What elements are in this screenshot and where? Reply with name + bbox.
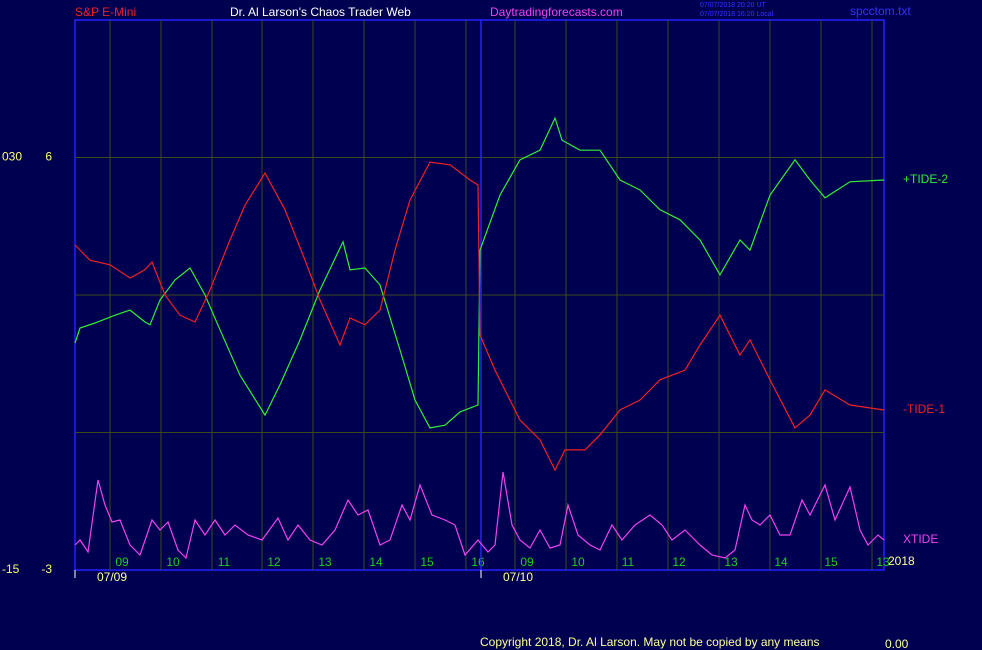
x-tick-label: 11	[218, 555, 231, 569]
x-tick-label: 10	[166, 555, 180, 569]
x-tick-label: 14	[774, 555, 788, 569]
y-tick-label: -3	[41, 562, 52, 576]
footer-value: 0.00	[885, 637, 909, 650]
x-tick-label: 09	[520, 555, 534, 569]
y2-tick-label: 030	[2, 150, 22, 164]
x-tick-label: 09	[115, 555, 129, 569]
x-tick-label: 13	[724, 555, 738, 569]
site: Daytradingforecasts.com	[490, 5, 623, 19]
y2-tick-label: -15	[2, 562, 20, 576]
x-tick-label: 12	[267, 555, 281, 569]
x-tick-label: 14	[369, 555, 383, 569]
date-label: 07/10	[503, 570, 533, 584]
copyright: Copyright 2018, Dr. Al Larson. May not b…	[480, 635, 820, 649]
x-tick-label: 15	[824, 555, 838, 569]
series-line	[74, 116, 885, 429]
time-local: 07/07/2018 16:20 Local	[700, 11, 774, 18]
file-name: spcctom.txt	[850, 4, 911, 18]
x-tick-label: 11	[622, 555, 635, 569]
time-ut: 07/07/2018 20:20 UT	[700, 2, 766, 9]
y-tick-label: 6	[45, 150, 52, 164]
series-label: -TIDE-1	[903, 402, 945, 416]
x-tick-label: 13	[318, 555, 332, 569]
series-label: +TIDE-2	[903, 172, 948, 186]
x-tick-label: 15	[420, 555, 434, 569]
x-tick-label: 12	[672, 555, 686, 569]
x-tick-label: 13	[876, 555, 890, 569]
x-tick-label: 16	[471, 555, 485, 569]
chart-title: Dr. Al Larson's Chaos Trader Web	[230, 5, 411, 19]
series-line	[74, 161, 885, 472]
year: 2018	[888, 554, 915, 568]
instrument: S&P E-Mini	[75, 5, 136, 19]
date-label: 07/09	[97, 570, 127, 584]
series-label: XTIDE	[903, 532, 938, 546]
series-line	[74, 471, 885, 560]
x-tick-label: 10	[571, 555, 585, 569]
